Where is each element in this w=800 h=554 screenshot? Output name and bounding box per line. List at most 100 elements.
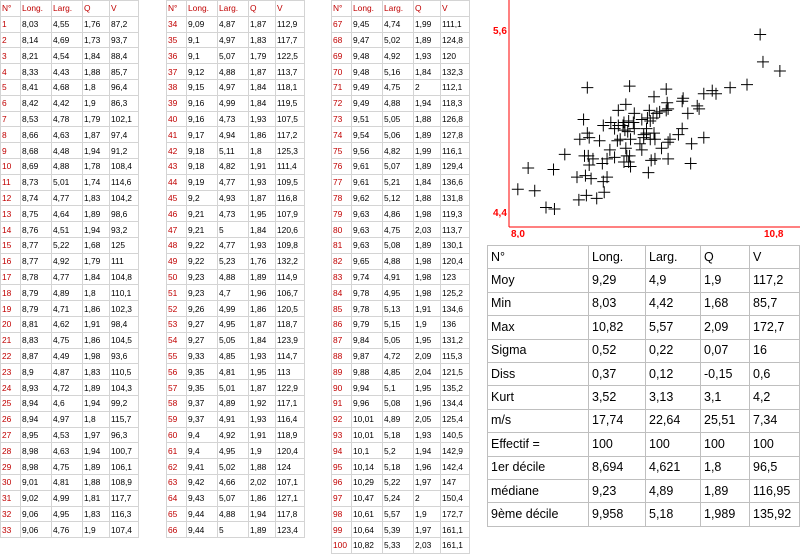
cell-long: 9,54 — [351, 126, 383, 144]
cell-long: 9,06 — [20, 521, 52, 539]
cell-n: 25 — [0, 394, 21, 412]
cell-larg: 5 — [217, 221, 249, 238]
cell-long: 9,19 — [186, 173, 218, 191]
scatter-point — [617, 119, 630, 132]
cell-n: 99 — [331, 521, 352, 539]
table-row: 60 9,4 4,92 1,91 118,9 — [166, 426, 305, 444]
cell-v: 126,8 — [440, 110, 470, 128]
cell-q: 1,8 — [82, 410, 110, 428]
cell-larg: 4,63 — [51, 442, 83, 460]
cell-larg: 4,55 — [51, 15, 83, 33]
cell-long: 9,23 — [186, 284, 218, 302]
stats-row: Moy 9,29 4,9 1,9 117,2 — [487, 268, 800, 293]
cell-long: 9,22 — [186, 236, 218, 254]
cell-long: 8,78 — [20, 268, 52, 286]
stats-value: 7,34 — [749, 408, 800, 434]
cell-v: 125,2 — [440, 284, 470, 302]
cell-n: 48 — [166, 236, 187, 254]
scatter-point — [648, 90, 661, 103]
table-row: 75 9,56 4,82 1,99 116,1 — [331, 142, 470, 159]
cell-q: 1,8 — [82, 284, 110, 302]
cell-q: 1,89 — [413, 31, 441, 49]
stats-row: Effectif = 100 100 100 100 — [487, 432, 800, 457]
cell-q: 1,9 — [248, 442, 276, 460]
cell-larg: 4,99 — [217, 300, 249, 317]
cell-n: 59 — [166, 410, 187, 428]
stats-header-row: N° Long. Larg. Q V — [487, 244, 800, 270]
cell-q: 1,96 — [413, 458, 441, 475]
cell-v: 113,7 — [440, 221, 470, 238]
cell-q: 1,91 — [413, 300, 441, 317]
cell-v: 91,2 — [109, 142, 139, 159]
table-row: 6 8,42 4,42 1,9 86,3 — [0, 94, 139, 112]
scatter-point — [627, 116, 640, 129]
cell-long: 9,42 — [186, 473, 218, 491]
cell-n: 51 — [166, 284, 187, 302]
table-row: 33 9,06 4,76 1,9 107,4 — [0, 521, 139, 539]
cell-q: 1,98 — [82, 347, 110, 365]
table-row: 23 8,9 4,87 1,83 110,5 — [0, 363, 139, 381]
cell-larg: 4,43 — [51, 63, 83, 80]
table-row: 67 9,45 4,74 1,99 111,1 — [331, 15, 470, 33]
cell-n: 60 — [166, 426, 187, 444]
cell-v: 106,7 — [275, 284, 305, 302]
stats-row: médiane 9,23 4,89 1,89 116,95 — [487, 478, 800, 504]
scatter-point — [618, 124, 631, 137]
table-row: 37 9,12 4,88 1,87 113,7 — [166, 63, 305, 80]
cell-q: 1,79 — [82, 110, 110, 128]
cell-q: 1,93 — [248, 410, 276, 428]
cell-n: 100 — [331, 537, 352, 554]
cell-larg: 4,6 — [51, 394, 83, 412]
table-row: 76 9,61 5,07 1,89 129,4 — [331, 157, 470, 175]
table-row: 52 9,26 4,99 1,86 120,5 — [166, 300, 305, 317]
scatter-point — [660, 104, 673, 117]
cell-v: 161,1 — [440, 537, 470, 554]
cell-long: 9,84 — [351, 331, 383, 349]
scatter-point — [608, 151, 621, 164]
cell-q: 1,84 — [82, 47, 110, 65]
cell-larg: 4,71 — [51, 300, 83, 317]
cell-q: 1,9 — [82, 521, 110, 539]
cell-q: 1,94 — [413, 442, 441, 460]
table-row: 12 8,74 4,77 1,83 104,2 — [0, 189, 139, 207]
cell-larg: 5,07 — [217, 47, 249, 65]
data-table-2: N° Long. Larg. Q V 34 9,09 4,87 1,87 112,9 35 9,1 4,… — [166, 0, 305, 539]
cell-long: 9,87 — [351, 347, 383, 365]
scatter-point — [635, 113, 648, 126]
table-row: 47 9,21 5 1,84 120,6 — [166, 221, 305, 238]
scatter-point — [580, 189, 593, 202]
cell-q: 1,93 — [248, 110, 276, 128]
scatter-point — [603, 143, 616, 156]
x-tick-label: 8,0 — [511, 229, 525, 238]
cell-long: 8,73 — [20, 173, 52, 191]
scatter-point — [522, 162, 535, 175]
cell-n: 86 — [331, 315, 352, 333]
scatter-point — [528, 184, 541, 197]
table-header-row: N° Long. Larg. Q V — [166, 0, 305, 17]
cell-n: 17 — [0, 268, 21, 286]
cell-larg: 5,13 — [382, 300, 414, 317]
cell-long: 10,1 — [351, 442, 383, 460]
stats-value: 96,5 — [749, 455, 800, 480]
cell-larg: 5,21 — [382, 173, 414, 191]
scatter-point — [724, 81, 737, 94]
stats-row: Sigma 0,52 0,22 0,07 16 — [487, 338, 800, 363]
scatter-point — [676, 95, 689, 108]
scatter-point — [548, 202, 561, 215]
cell-long: 9,27 — [186, 331, 218, 349]
cell-v: 172,7 — [440, 505, 470, 523]
table-row: 13 8,75 4,64 1,89 98,6 — [0, 205, 139, 223]
cell-v: 135,2 — [440, 379, 470, 396]
cell-n: 22 — [0, 347, 21, 365]
table-row: 58 9,37 4,89 1,92 117,1 — [166, 394, 305, 412]
stats-row: Min 8,03 4,42 1,68 85,7 — [487, 291, 800, 317]
cell-q: 1,87 — [248, 189, 276, 207]
table-row: 94 10,1 5,2 1,94 142,9 — [331, 442, 470, 460]
cell-n: 9 — [0, 142, 21, 159]
cell-n: 90 — [331, 379, 352, 396]
cell-v: 116,4 — [275, 410, 305, 428]
cell-v: 104,5 — [109, 331, 139, 349]
cell-q: 1,68 — [82, 236, 110, 254]
table-row: 63 9,42 4,66 2,02 107,1 — [166, 473, 305, 491]
cell-v: 129,4 — [440, 157, 470, 175]
